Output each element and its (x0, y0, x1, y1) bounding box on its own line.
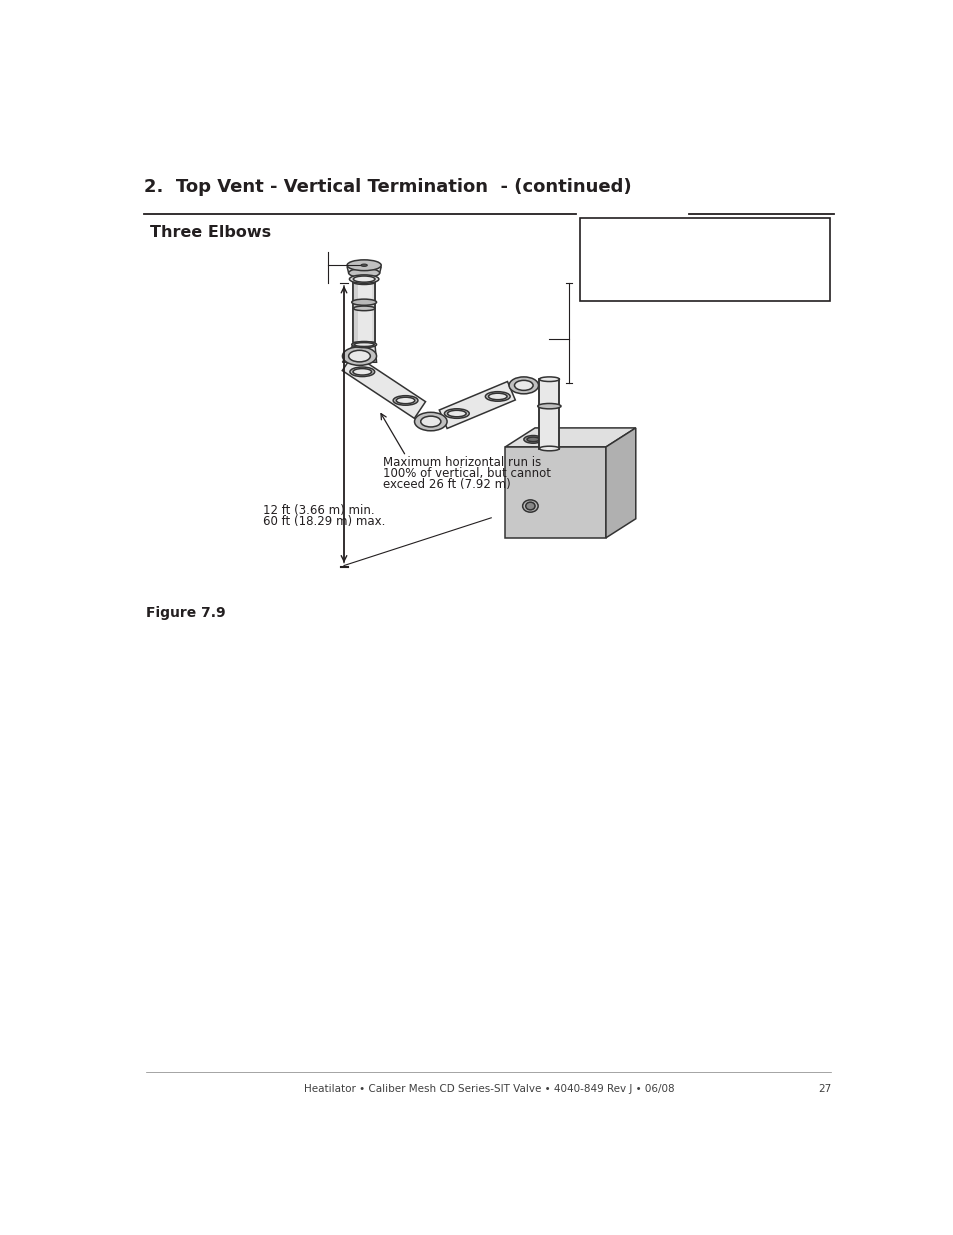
Polygon shape (605, 427, 635, 537)
Ellipse shape (352, 299, 376, 305)
Ellipse shape (350, 367, 375, 377)
Polygon shape (505, 427, 635, 447)
Ellipse shape (354, 342, 374, 347)
Ellipse shape (353, 368, 372, 375)
Ellipse shape (347, 259, 381, 270)
Ellipse shape (353, 275, 375, 282)
Bar (353, 282, 357, 342)
Bar (538, 379, 558, 448)
Text: Heatilator • Caliber Mesh CD Series-SIT Valve • 4040-849 Rev J • 06/08: Heatilator • Caliber Mesh CD Series-SIT … (303, 1084, 674, 1094)
Text: Figure 7.9: Figure 7.9 (146, 606, 226, 620)
Ellipse shape (360, 264, 367, 267)
Text: termination off the top of the appli-: termination off the top of the appli- (586, 240, 807, 253)
Ellipse shape (485, 391, 510, 401)
Text: 60 ft (18.29 m) max.: 60 ft (18.29 m) max. (262, 515, 385, 527)
Text: 27: 27 (818, 1084, 831, 1094)
Ellipse shape (353, 280, 375, 284)
Ellipse shape (415, 412, 447, 431)
Ellipse shape (522, 500, 537, 513)
Ellipse shape (509, 377, 537, 394)
Polygon shape (347, 267, 381, 273)
Ellipse shape (538, 446, 558, 451)
Polygon shape (438, 382, 515, 429)
Text: If installing a vertical vent/: If installing a vertical vent/ (611, 227, 782, 241)
Ellipse shape (352, 341, 376, 347)
FancyBboxPatch shape (579, 217, 829, 300)
Bar (372, 282, 375, 342)
Ellipse shape (395, 398, 415, 404)
Ellipse shape (514, 380, 533, 390)
Ellipse shape (348, 268, 379, 278)
Ellipse shape (525, 503, 535, 510)
Bar (353, 282, 375, 342)
Ellipse shape (523, 436, 542, 443)
Ellipse shape (538, 377, 558, 382)
Text: 12 ft (3.66 m) min.: 12 ft (3.66 m) min. (262, 504, 374, 517)
Ellipse shape (537, 404, 560, 409)
Text: Note:: Note: (586, 227, 624, 241)
Ellipse shape (393, 395, 417, 405)
Text: 100% of vertical, but cannot: 100% of vertical, but cannot (382, 467, 550, 480)
Ellipse shape (420, 416, 440, 427)
Text: exceed 26 ft (7.92 m): exceed 26 ft (7.92 m) (382, 478, 510, 490)
Ellipse shape (444, 409, 469, 419)
Text: ance, the vertical termination baffle: ance, the vertical termination baffle (586, 252, 812, 266)
Text: Maximum horizontal run is: Maximum horizontal run is (382, 456, 540, 469)
Text: Three Elbows: Three Elbows (150, 226, 271, 241)
Ellipse shape (353, 306, 375, 311)
Ellipse shape (526, 437, 538, 442)
Ellipse shape (342, 347, 376, 366)
Ellipse shape (348, 351, 370, 362)
Text: 2.  Top Vent - Vertical Termination  - (continued): 2. Top Vent - Vertical Termination - (co… (144, 178, 631, 195)
Polygon shape (505, 447, 605, 537)
Ellipse shape (349, 275, 378, 283)
Polygon shape (342, 354, 425, 419)
Polygon shape (342, 345, 376, 362)
Text: should be used.: should be used. (586, 264, 685, 278)
Ellipse shape (447, 410, 466, 416)
Ellipse shape (488, 393, 507, 400)
